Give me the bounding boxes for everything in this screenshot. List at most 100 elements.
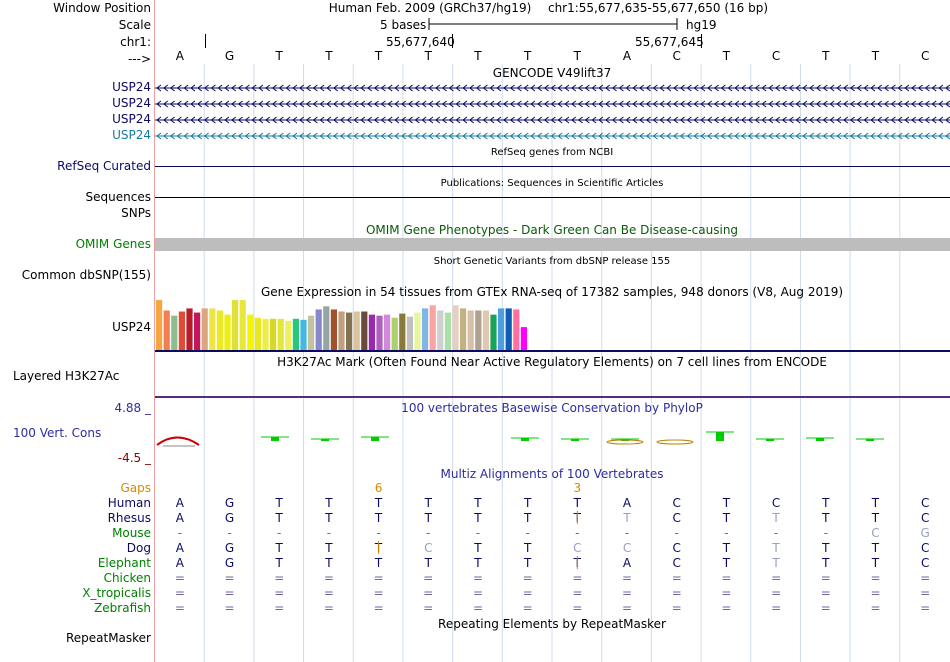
dbsnp-label[interactable]: Common dbSNP(155) [21,268,151,282]
gtex-bar [520,327,527,350]
track-area[interactable]: Human Feb. 2009 (GRCh37/hg19) chr1:55,67… [155,0,950,662]
gtex-bar [391,317,398,350]
phylop-bar [766,439,774,441]
usp24-label-2[interactable]: USP24 [112,96,151,110]
alignment-base: C [920,556,930,570]
alignment-base: = [224,601,235,615]
gtex-bar [406,316,413,350]
alignment-base: C [672,541,681,555]
alignment-base: T [275,496,283,510]
usp24-label-1[interactable]: USP24 [112,80,151,94]
gtex-bar [338,311,345,350]
gtex-bar [346,312,353,350]
h3k27-line[interactable] [155,396,950,398]
alignment-base: G [224,496,235,510]
snps-label[interactable]: SNPs [121,206,151,220]
alignment-base: - [575,526,580,540]
pubs-title: Publications: Sequences in Scientific Ar… [440,178,664,189]
alignment-base: T [772,511,780,525]
gap-count: 6 [374,481,383,495]
alignment-base: = [671,601,682,615]
coord-tick-1 [205,34,206,48]
usp24-label-3[interactable]: USP24 [112,112,151,126]
alignment-base: = [721,601,732,615]
alignment-base: - [426,526,431,540]
base-letter: T [275,49,283,63]
alignment-base: = [870,586,881,600]
alignment-base: = [771,601,782,615]
gtex-bar [361,311,368,350]
gtex-bars[interactable] [155,298,555,350]
refseq-label[interactable]: RefSeq Curated [57,159,151,173]
gtex-bar [232,300,239,350]
repeat-title: Repeating Elements by RepeatMasker [438,617,666,631]
alignment-base: = [423,601,434,615]
species-chicken: Chicken [103,571,151,585]
alignment-base: = [323,571,334,585]
alignment-base: T [275,541,283,555]
gtex-bar [300,319,307,350]
base-letter: C [672,49,681,63]
alignment-base: C [920,511,930,525]
base-letter: C [920,49,930,63]
base-letter: T [722,49,731,63]
label-separator [154,0,155,662]
alignment-base: T [722,541,731,555]
species-dog: Dog [126,541,151,555]
coord-label-2: 55,677,645 [635,35,704,49]
chr-label: chr1: [120,35,151,49]
alignment-base: = [572,571,583,585]
gtex-bar [482,310,489,350]
alignment-base: = [323,586,334,600]
sequences-line[interactable] [155,197,950,198]
alignment-base: T [722,496,731,510]
alignment-base: = [522,571,533,585]
usp24-gene-arrow [155,132,950,140]
species-mouse: Mouse [112,526,151,540]
gtex-bar [262,318,269,350]
alignment-base: = [572,586,583,600]
gtex-bar [422,308,429,350]
h3k27-label[interactable]: Layered H3K27Ac [13,369,120,383]
alignment-base: - [177,526,183,540]
alignment-base: = [920,571,931,585]
alignment-base: = [472,571,483,585]
alignment-base: - [525,526,530,540]
gtex-bar [467,310,474,350]
sequences-label[interactable]: Sequences [85,190,151,204]
multiz-title: Multiz Alignments of 100 Vertebrates [440,467,664,481]
alignment-base: = [423,571,434,585]
phylop-bar [716,432,724,441]
gtex-title: Gene Expression in 54 tissues from GTEx … [260,285,844,299]
repeat-label[interactable]: RepeatMasker [65,631,151,645]
alignment-base: - [475,526,481,540]
phylop-plot[interactable] [155,425,950,455]
alignment-base: T [523,541,532,555]
db-text: hg19 [686,18,717,32]
alignment-base: = [274,586,285,600]
alignment-base: = [174,571,185,585]
gtex-label[interactable]: USP24 [112,320,151,334]
refseq-line[interactable] [155,166,950,167]
omim-bar[interactable] [155,238,950,251]
alignment-base: C [871,526,880,540]
base-letter: T [325,49,333,63]
alignment-base: T [523,556,532,570]
alignment-base: A [175,541,184,555]
gtex-baseline [155,350,950,352]
alignment-base: T [573,496,582,510]
cons-name-label[interactable]: 100 Vert. Cons [13,426,102,440]
species-xtropicalis: X_tropicalis [82,586,151,600]
gtex-bar [194,312,201,350]
usp24-label-4[interactable]: USP24 [112,128,151,142]
alignment-base: C [622,541,632,555]
alignment-base: = [622,586,633,600]
alignment-base: T [474,556,482,570]
alignment-base: T [275,556,283,570]
base-gridlines [203,64,901,662]
alignment-base: T [474,496,482,510]
alignment-base: T [822,511,830,525]
omim-label[interactable]: OMIM Genes [75,237,151,251]
gap-count: 3 [573,481,582,495]
gene-arrows[interactable] [155,78,950,148]
